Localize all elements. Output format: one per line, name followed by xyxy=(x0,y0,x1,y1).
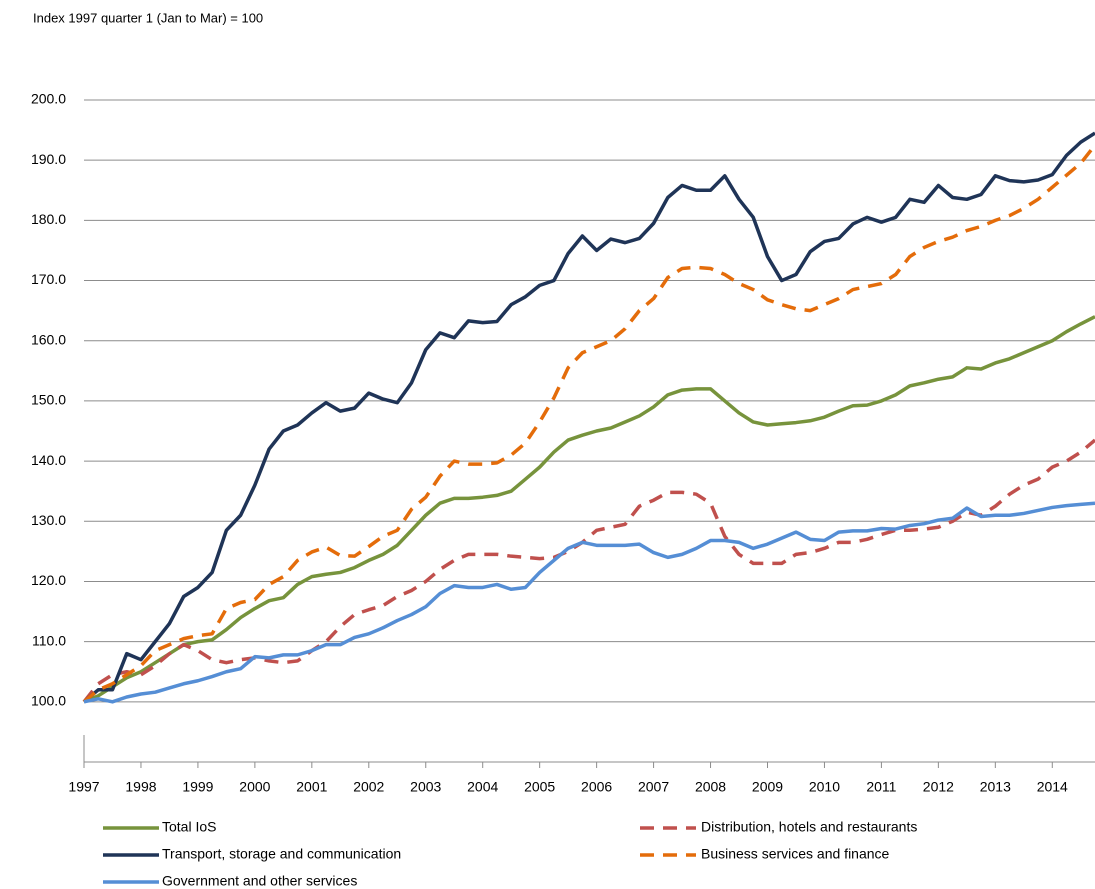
series-line xyxy=(83,501,1095,704)
x-tick-label: 2003 xyxy=(410,779,441,795)
y-tick-label: 170.0 xyxy=(31,271,66,287)
x-tick-label: 2014 xyxy=(1037,779,1068,795)
x-tick-label: 2004 xyxy=(467,779,498,795)
legend-label: Total IoS xyxy=(162,819,216,835)
legend-label: Distribution, hotels and restaurants xyxy=(701,819,917,835)
series-line xyxy=(82,438,1095,703)
y-tick-label: 100.0 xyxy=(31,693,66,709)
x-tick-label: 2005 xyxy=(524,779,555,795)
x-tick-label: 2013 xyxy=(980,779,1011,795)
x-tick-label: 2012 xyxy=(923,779,954,795)
series-line xyxy=(83,315,1095,704)
series-line xyxy=(82,131,1095,704)
x-tick-label: 1998 xyxy=(125,779,156,795)
x-tick-label: 2006 xyxy=(581,779,612,795)
x-tick-label: 2009 xyxy=(752,779,783,795)
x-tick-label: 2008 xyxy=(695,779,726,795)
legend-label: Transport, storage and communication xyxy=(162,846,401,862)
x-tick-label: 1997 xyxy=(68,779,99,795)
x-tick-label: 1999 xyxy=(182,779,213,795)
x-tick-label: 2007 xyxy=(638,779,669,795)
y-tick-label: 120.0 xyxy=(31,572,66,588)
x-tick-label: 2000 xyxy=(239,779,270,795)
y-tick-label: 190.0 xyxy=(31,151,66,167)
y-tick-label: 110.0 xyxy=(32,632,66,648)
x-tick-label: 2002 xyxy=(353,779,384,795)
y-tick-label: 160.0 xyxy=(31,331,66,347)
legend-label: Business services and finance xyxy=(701,846,890,862)
x-tick-label: 2011 xyxy=(866,779,896,795)
series-line xyxy=(82,144,1095,704)
y-tick-label: 130.0 xyxy=(31,512,66,528)
y-tick-label: 140.0 xyxy=(31,452,66,468)
y-tick-label: 180.0 xyxy=(31,211,66,227)
chart-subtitle: Index 1997 quarter 1 (Jan to Mar) = 100 xyxy=(33,10,263,25)
x-tick-label: 2001 xyxy=(296,779,327,795)
x-tick-label: 2010 xyxy=(809,779,840,795)
legend-label: Government and other services xyxy=(162,873,357,889)
y-tick-label: 200.0 xyxy=(31,91,66,107)
y-tick-label: 150.0 xyxy=(31,392,66,408)
